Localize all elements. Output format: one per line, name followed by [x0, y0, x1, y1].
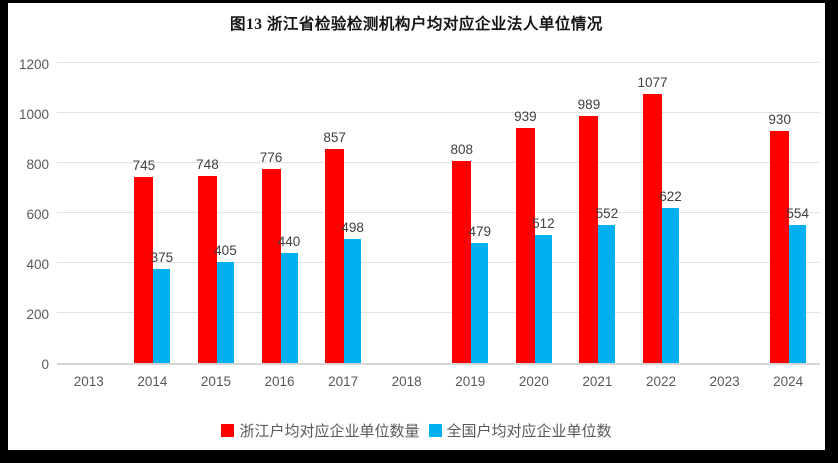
category-group-2019: 808 479 — [439, 65, 503, 363]
bar-zhejiang-2015: 748 — [196, 157, 219, 363]
gridline — [57, 312, 820, 313]
legend-marker-red-square-icon — [221, 424, 235, 437]
y-tick-label: 600 — [26, 207, 49, 222]
legend-label-national: 全国户均对应企业单位数 — [446, 423, 612, 440]
bar-national-2019: 479 — [469, 224, 491, 363]
y-tick-label: 400 — [26, 257, 49, 272]
x-tick-label: 2018 — [391, 374, 422, 389]
gridline — [57, 162, 820, 163]
y-tick-label: 0 — [41, 357, 49, 372]
bar-zhejiang-2014: 745 — [133, 158, 155, 363]
y-axis: 0 200 400 600 800 1000 1200 — [8, 57, 49, 372]
x-axis: 2013 2014 2015 2016 2017 2018 2019 2020 2021 2022… — [57, 374, 820, 389]
bar-zhejiang-2017: 857 — [323, 130, 346, 363]
bar-zhejiang-2019: 808 — [451, 142, 473, 363]
x-tick-label: 2019 — [455, 374, 486, 389]
data-label-national-2014: 375 — [150, 250, 174, 266]
legend: 浙江户均对应企业单位数量 全国户均对应企业单位数 — [8, 420, 825, 441]
x-tick-label: 2013 — [73, 374, 104, 389]
data-label-zhejiang-2020: 939 — [514, 109, 537, 125]
category-group-2018 — [375, 65, 439, 363]
x-tick-label: 2014 — [137, 374, 168, 389]
bar-zhejiang-2021: 989 — [578, 97, 600, 363]
category-group-2014: 745 375 — [121, 65, 185, 363]
bar-national-2024: 554 — [786, 206, 809, 363]
x-tick-label: 2023 — [709, 374, 740, 389]
data-label-national-2017: 498 — [341, 219, 364, 235]
category-group-2024: 930 554 — [756, 65, 820, 363]
category-group-2015: 748 405 — [184, 65, 248, 363]
x-tick-label: 2021 — [582, 374, 613, 389]
data-label-zhejiang-2019: 808 — [450, 142, 474, 157]
gridline — [57, 112, 820, 113]
data-label-zhejiang-2014: 745 — [132, 157, 156, 173]
bar-national-2014: 375 — [151, 250, 173, 363]
bar-national-2015: 405 — [214, 243, 237, 363]
x-tick-label: 2016 — [264, 374, 295, 389]
data-label-national-2021: 552 — [595, 206, 619, 221]
category-group-2023 — [693, 65, 757, 363]
data-label-zhejiang-2022: 1077 — [637, 74, 668, 90]
category-group-2020: 939 512 — [502, 65, 566, 363]
category-group-2022: 1077 622 — [629, 65, 693, 363]
bar-national-2022: 622 — [659, 189, 682, 363]
data-label-national-2024: 554 — [786, 205, 809, 221]
data-label-zhejiang-2016: 776 — [259, 150, 283, 165]
category-group-2021: 989 552 — [566, 65, 630, 363]
data-label-national-2015: 405 — [214, 242, 237, 258]
data-label-zhejiang-2017: 857 — [323, 129, 346, 145]
bar-zhejiang-2022: 1077 — [638, 75, 668, 363]
data-label-zhejiang-2024: 930 — [768, 111, 791, 127]
category-group-2016: 776 440 — [248, 65, 312, 363]
data-label-national-2022: 622 — [659, 188, 682, 204]
x-tick-label: 2020 — [518, 374, 549, 389]
legend-item-zhejiang: 浙江户均对应企业单位数量 — [221, 420, 420, 441]
x-tick-label: 2022 — [645, 374, 677, 389]
y-tick-label: 800 — [26, 157, 49, 172]
category-group-2013 — [57, 65, 121, 363]
data-label-national-2019: 479 — [468, 224, 492, 240]
bar-national-2017: 498 — [341, 220, 364, 363]
gridline — [57, 212, 820, 213]
data-label-zhejiang-2015: 748 — [196, 157, 219, 172]
x-tick-label: 2017 — [328, 374, 359, 389]
category-group-2017: 857 498 — [311, 65, 375, 363]
chart-title: 图13 浙江省检验检测机构户均对应企业法人单位情况 — [230, 16, 603, 33]
data-label-zhejiang-2021: 989 — [577, 96, 601, 112]
legend-marker-blue-square-icon — [428, 424, 442, 437]
bar-national-2020: 512 — [532, 216, 555, 363]
x-tick-label: 2024 — [773, 374, 804, 389]
legend-item-national: 全国户均对应企业单位数 — [428, 420, 612, 441]
bar-national-2016: 440 — [278, 234, 300, 363]
y-tick-label: 1200 — [18, 57, 49, 72]
data-label-national-2016: 440 — [277, 234, 301, 249]
bar-zhejiang-2016: 776 — [260, 150, 282, 363]
bar-zhejiang-2024: 930 — [768, 112, 791, 363]
y-tick-label: 1000 — [18, 107, 49, 122]
plot-area: 745 375 748 405 776 440 857 498 808 479 939 512 989 5… — [57, 62, 820, 365]
y-tick-label: 200 — [26, 307, 49, 322]
gridline — [57, 262, 820, 263]
bar-national-2021: 552 — [596, 206, 618, 363]
gridline — [57, 62, 820, 63]
bar-zhejiang-2020: 939 — [514, 109, 537, 363]
x-tick-label: 2015 — [200, 374, 231, 389]
legend-label-zhejiang: 浙江户均对应企业单位数量 — [239, 423, 420, 440]
data-label-national-2020: 512 — [532, 216, 555, 231]
chart-canvas: 图13 浙江省检验检测机构户均对应企业法人单位情况 0 200 400 600 800 1… — [8, 3, 825, 450]
